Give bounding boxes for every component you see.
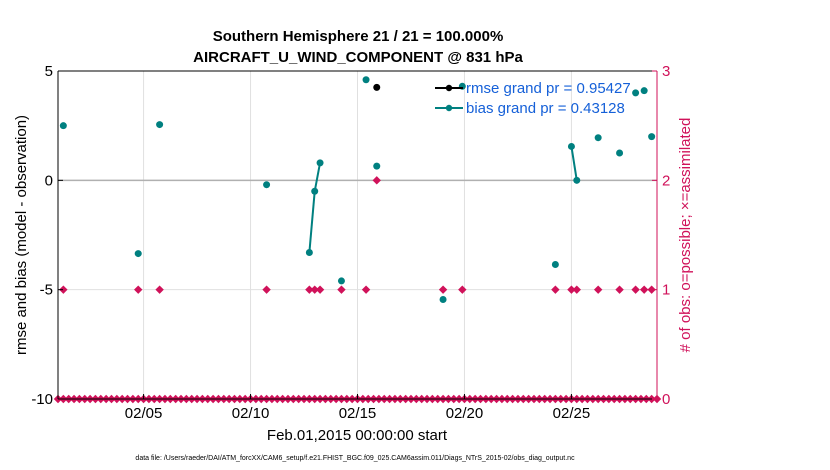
y-right-tick-label: 0 <box>662 391 670 408</box>
series-layer <box>59 76 656 304</box>
bias-point <box>263 181 271 189</box>
legend: rmse grand pr = 0.95427 bias grand pr = … <box>435 80 631 117</box>
obs-possible-marker <box>305 285 314 294</box>
bias-segment <box>308 191 316 253</box>
y-axis-label: rmse and bias (model - observation) <box>13 115 30 355</box>
obs-possible-marker <box>551 285 560 294</box>
legend-rmse-marker <box>445 84 453 92</box>
obs-possible-marker <box>155 285 164 294</box>
x-tick-label: 02/20 <box>446 405 484 422</box>
x-axis-label: Feb.01,2015 00:00:00 start <box>267 427 448 444</box>
ticks: 02/05 02/10 02/15 02/20 02/25 -10 -5 0 5 0 1 2 3 <box>31 63 670 422</box>
bias-point <box>59 122 67 130</box>
x-tick-label: 02/15 <box>339 405 377 422</box>
obs-possible-marker <box>567 285 576 294</box>
obs-possible-marker <box>572 285 581 294</box>
y-tick-label: -10 <box>31 391 53 408</box>
y-right-tick-label: 1 <box>662 282 670 299</box>
obs-possible-marker <box>438 285 448 294</box>
chart-title-line2: AIRCRAFT_U_WIND_COMPONENT @ 831 hPa <box>193 49 523 66</box>
legend-rmse-label: rmse grand pr = 0.95427 <box>466 80 631 97</box>
chart-title-line1: Southern Hemisphere 21 / 21 = 100.000% <box>213 28 504 45</box>
bias-point <box>573 176 581 184</box>
bias-point <box>316 159 324 167</box>
x-tick-label: 02/05 <box>125 405 163 422</box>
bias-point <box>134 250 142 258</box>
bias-point <box>640 87 648 95</box>
obs-possible-marker <box>372 176 381 185</box>
obs-possible-marker <box>458 285 467 294</box>
y-axis-label-right: # of obs: o=possible; ×=assimilated <box>677 118 694 353</box>
obs-possible-marker <box>615 285 624 294</box>
bias-point <box>305 248 313 256</box>
bias-point <box>594 134 602 142</box>
obs-possible-marker <box>315 285 325 294</box>
bias-point <box>567 142 575 150</box>
obs-possible-marker <box>337 285 346 294</box>
bias-segment <box>313 162 322 192</box>
obs-possible-marker <box>310 285 319 294</box>
bias-point <box>156 121 164 129</box>
y-right-tick-label: 2 <box>662 172 670 189</box>
y-tick-label: 5 <box>45 63 53 80</box>
bias-segment <box>570 146 578 181</box>
obs-possible-marker <box>361 285 371 294</box>
legend-bias-marker <box>445 104 453 112</box>
x-tick-label: 02/25 <box>553 405 591 422</box>
bias-point <box>648 133 656 141</box>
bias-point <box>551 261 559 269</box>
obs-count-markers <box>53 176 662 404</box>
legend-bias-label: bias grand pr = 0.43128 <box>466 100 625 117</box>
obs-possible-marker <box>639 285 649 294</box>
bias-point <box>616 149 624 157</box>
obs-possible-marker <box>631 285 640 294</box>
obs-possible-marker <box>593 285 603 294</box>
bias-point <box>311 187 319 195</box>
bias-point <box>362 76 370 84</box>
y-right-tick-label: 3 <box>662 63 670 80</box>
bias-point <box>632 89 640 97</box>
y-tick-label: -5 <box>40 282 53 299</box>
bias-point <box>373 162 381 170</box>
obs-possible-marker <box>262 285 271 294</box>
bias-point <box>439 296 447 304</box>
y-tick-label: 0 <box>45 172 53 189</box>
obs-possible-marker <box>647 285 656 294</box>
rmse-point <box>373 83 381 91</box>
data-file-footer: data file: /Users/raeder/DAI/ATM_forcXX/… <box>135 455 575 462</box>
x-tick-label: 02/10 <box>232 405 270 422</box>
obs-possible-marker <box>59 285 68 294</box>
obs-possible-marker <box>134 285 143 294</box>
bias-point <box>337 277 345 285</box>
